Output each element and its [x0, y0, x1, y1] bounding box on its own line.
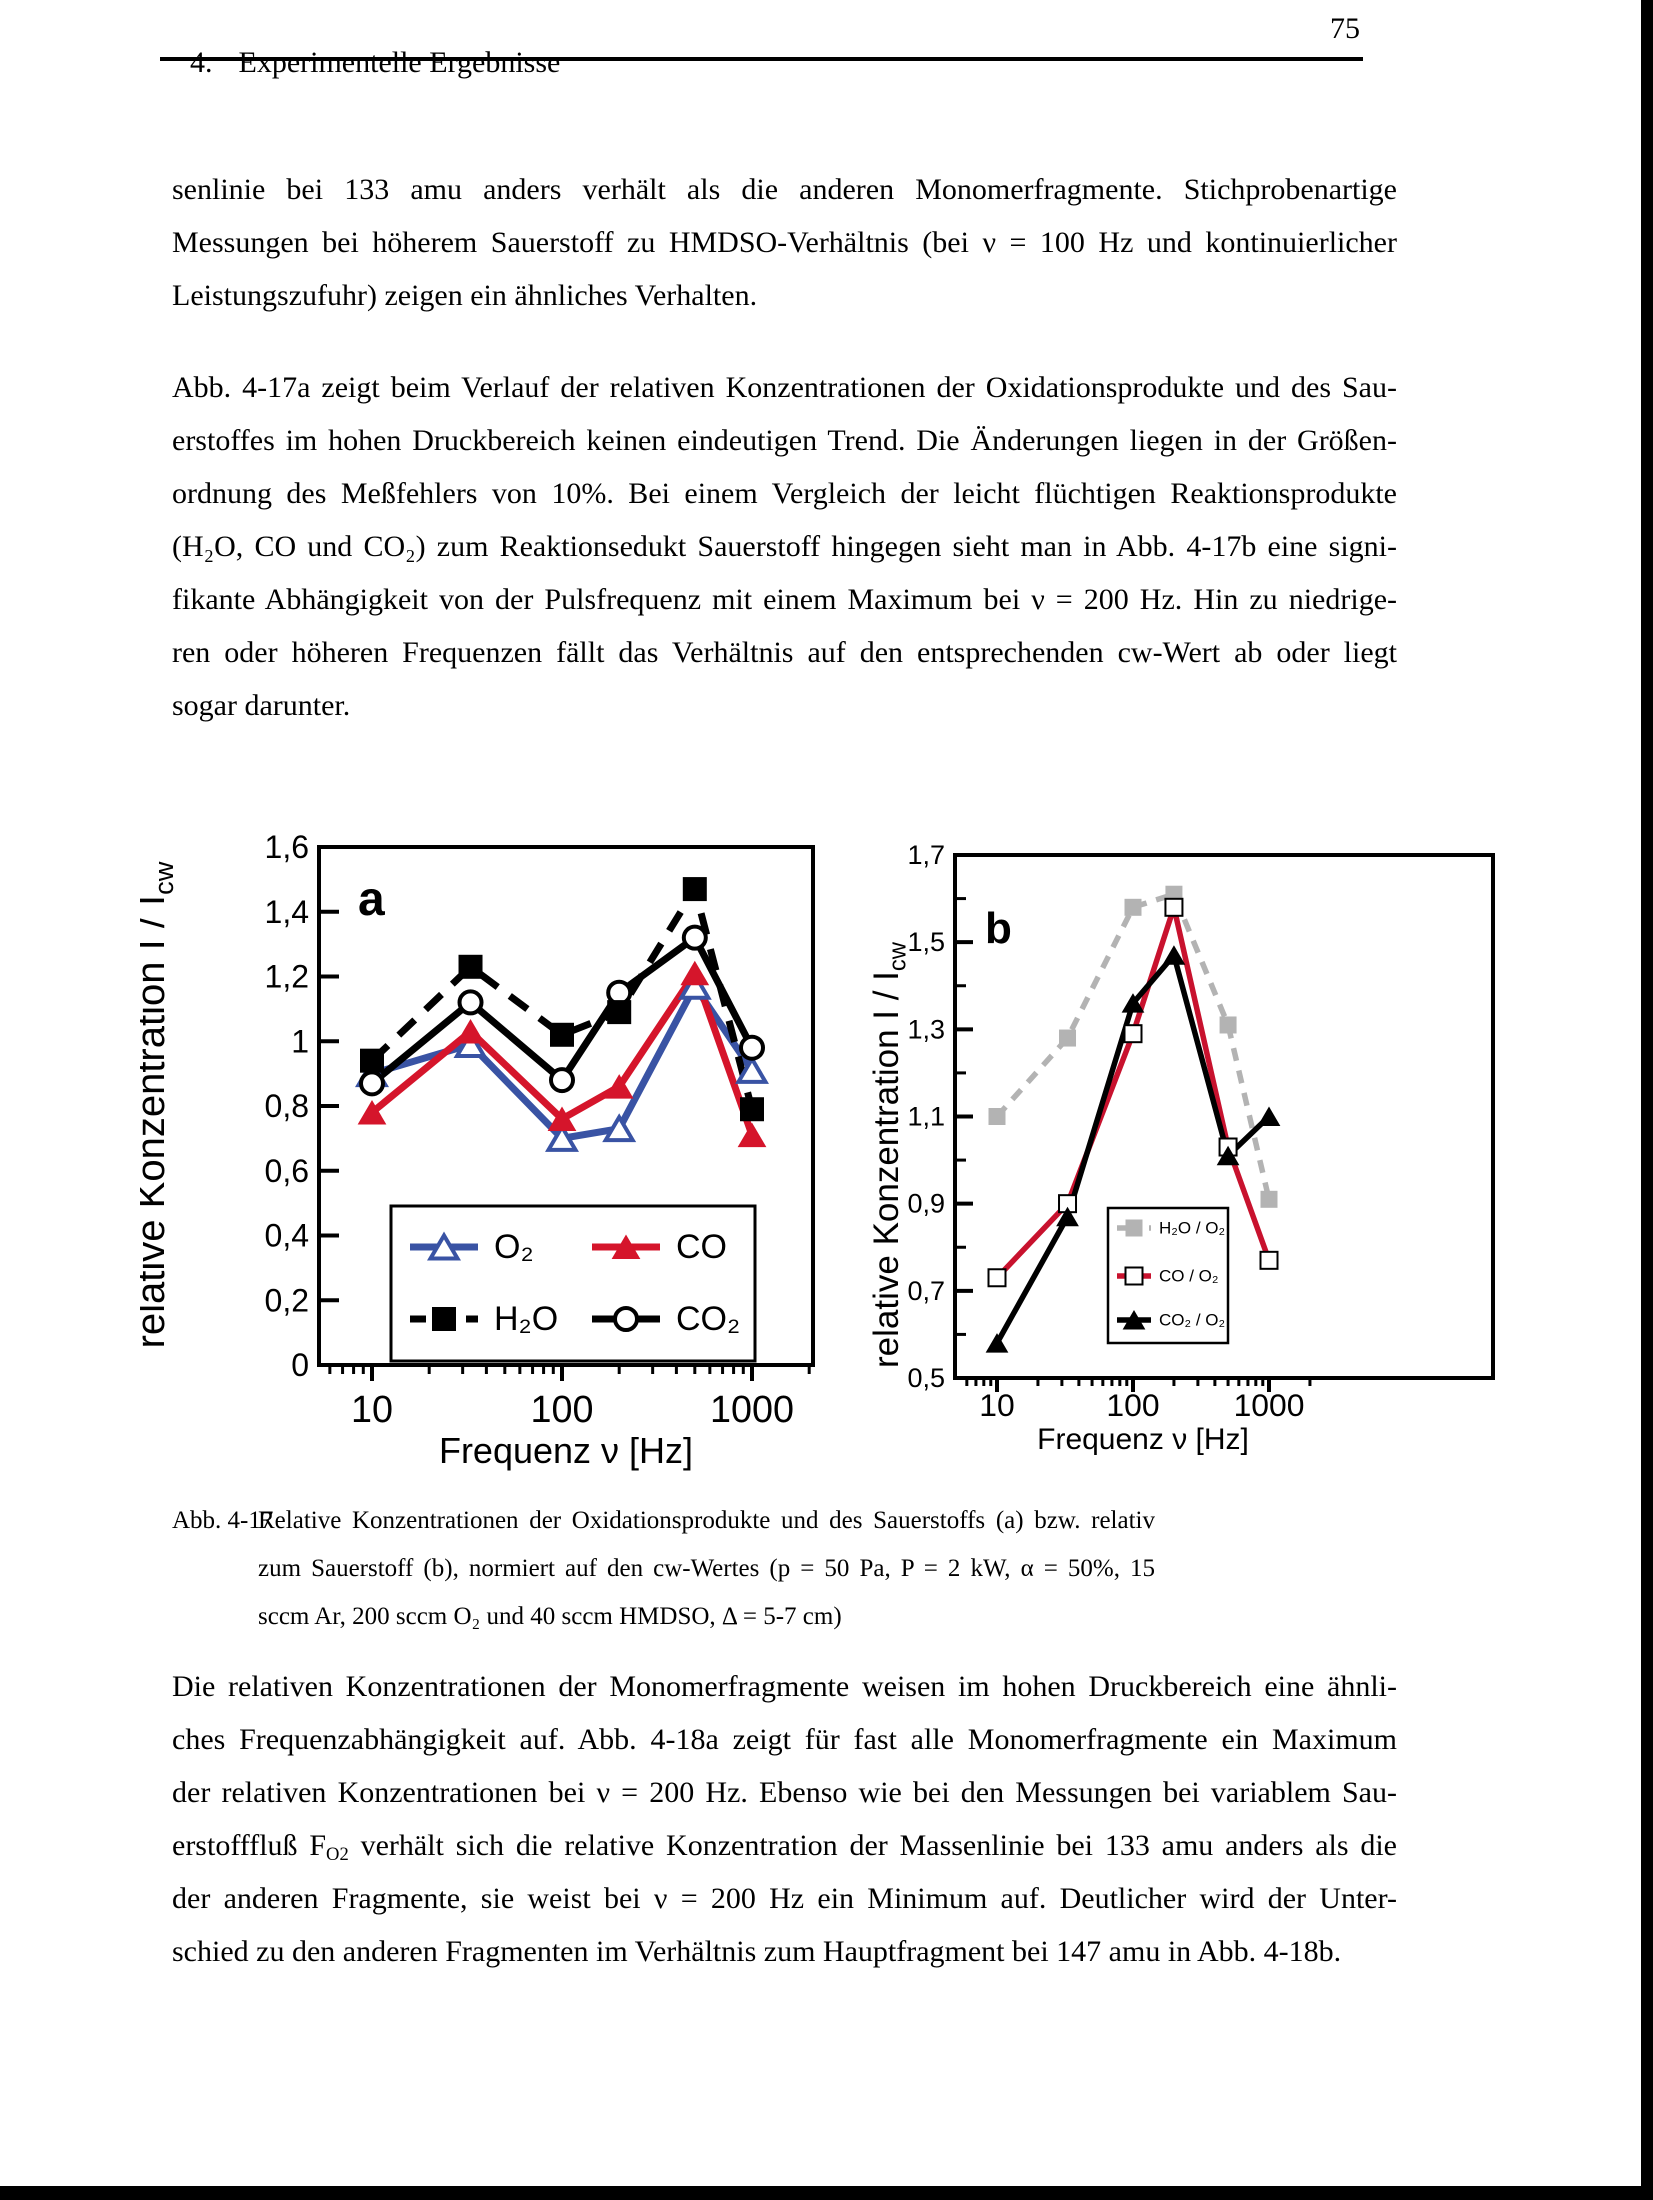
series-markers-CO₂ / O₂: [985, 945, 1281, 1353]
text-line: der relativen Konzentrationen bei ν = 20…: [172, 1776, 1397, 1809]
svg-text:CO₂: CO₂: [676, 1300, 740, 1338]
paragraph-1: senlinie bei 133 amu anders verhält als …: [172, 163, 1397, 322]
series-line-CO / O₂: [995, 896, 1272, 1280]
series-line-H₂O / O₂: [994, 890, 1272, 1200]
text-line: Messungen bei höherem Sauerstoff zu HMDS…: [172, 226, 1397, 259]
panel-label-a: a: [358, 873, 385, 926]
scan-edge-right: [1641, 0, 1653, 2200]
scan-edge-bottom: [0, 2186, 1653, 2200]
text-line: Die relativen Konzentrationen der Monome…: [172, 1670, 1397, 1703]
chapter-number: 4.: [190, 46, 213, 79]
svg-text:O₂: O₂: [494, 1228, 534, 1266]
y-axis-title: relative Konzentration I / Icw​: [140, 861, 179, 1348]
caption-label: Abb. 4-17: [172, 1507, 274, 1534]
series-markers-CO / O₂: [987, 897, 1279, 1288]
svg-text:1: 1: [291, 1023, 309, 1059]
text-line: Abb. 4-17a zeigt beim Verlauf der relati…: [172, 371, 1397, 404]
paragraph-2: Abb. 4-17a zeigt beim Verlauf der relati…: [172, 361, 1397, 732]
text-line: sogar darunter.: [172, 689, 351, 722]
svg-text:0: 0: [291, 1347, 309, 1383]
text-line: erstofffluß FO2 verhält sich die relativ…: [172, 1829, 1397, 1866]
text-line: (H₂O, CO und CO₂) zum Reaktionsedukt Sau…: [172, 530, 1397, 563]
legend-a: O₂ CO H₂O CO₂: [389, 1204, 757, 1363]
page-header: 4. Experimentelle Ergebnisse: [160, 12, 1363, 79]
text-line: fikante Abhängigkeit von der Pulsfrequen…: [172, 583, 1397, 616]
text-line: sccm Ar, 200 sccm O₂ und 40 sccm HMDSO, …: [258, 1603, 842, 1630]
text-line: zum Sauerstoff (b), normiert auf den cw-…: [258, 1555, 1155, 1582]
svg-text:1000: 1000: [1234, 1387, 1305, 1423]
svg-text:0,7: 0,7: [907, 1276, 945, 1306]
x-axis-title: Frequenz ν [Hz]: [1037, 1423, 1249, 1456]
svg-text:1,2: 1,2: [265, 959, 309, 995]
svg-text:1,5: 1,5: [907, 927, 945, 957]
text-line: schied zu den anderen Fragmenten im Verh…: [172, 1935, 1342, 1968]
axes-a: 0 0,2 0,4 0,6 0,8 1 1,2 1,4 1,6 10 100 1000: [265, 829, 815, 1430]
series-line-H₂O: [369, 880, 756, 1111]
series-markers-H₂O: [360, 877, 764, 1122]
svg-text:0,8: 0,8: [265, 1088, 309, 1124]
y-axis-title: relative Konzentration I / Icw​: [867, 941, 912, 1368]
svg-text:10: 10: [979, 1387, 1014, 1423]
svg-text:1,6: 1,6: [265, 829, 309, 865]
page-number: 75: [1330, 12, 1360, 45]
svg-text:0,2: 0,2: [265, 1282, 309, 1318]
caption-text: Relative Konzentrationen der Oxidationsp…: [258, 1497, 1155, 1641]
text-line: senlinie bei 133 amu anders verhält als …: [172, 173, 1397, 206]
text-line: Leistungszufuhr) zeigen ein ähnliches Ve…: [172, 279, 758, 312]
paragraph-3: Die relativen Konzentrationen der Monome…: [172, 1660, 1397, 1978]
svg-text:100: 100: [531, 1388, 594, 1430]
svg-text:H₂O / O₂: H₂O / O₂: [1159, 1219, 1225, 1238]
axes-b: 0,5 0,7 0,9 1,1 1,3 1,5 1,7 10 100 1000: [907, 840, 1495, 1423]
text-line: ren oder höheren Frequenzen fällt das Ve…: [172, 636, 1397, 669]
series-markers-CO: [357, 960, 767, 1148]
svg-text:100: 100: [1106, 1387, 1159, 1423]
svg-text:0,5: 0,5: [907, 1363, 945, 1393]
text-line: Relative Konzentrationen der Oxidationsp…: [258, 1507, 1155, 1534]
text-line: ordnung des Meßfehlers von 10%. Bei eine…: [172, 477, 1397, 510]
svg-text:CO: CO: [676, 1228, 727, 1266]
panel-label-b: b: [985, 904, 1012, 953]
text-line: der anderen Fragmente, sie weist bei ν =…: [172, 1882, 1397, 1915]
chart-a: 0 0,2 0,4 0,6 0,8 1 1,2 1,4 1,6 10 100 1000 a Frequen…: [140, 829, 815, 1471]
chart-b: 0,5 0,7 0,9 1,1 1,3 1,5 1,7 10 100 1000 b Frequenz …: [867, 840, 1495, 1456]
svg-text:10: 10: [351, 1388, 393, 1430]
svg-text:0,6: 0,6: [265, 1153, 309, 1189]
text-line: ches Frequenzabhängigkeit auf. Abb. 4-18…: [172, 1723, 1397, 1756]
series-markers-CO₂: [359, 924, 765, 1097]
legend-b: H₂O / O₂ CO / O₂ CO₂ / O₂: [1106, 1206, 1230, 1345]
svg-text:1,3: 1,3: [907, 1014, 945, 1044]
svg-text:0,9: 0,9: [907, 1189, 945, 1219]
series-line-CO₂: [369, 932, 756, 1087]
svg-text:CO / O₂: CO / O₂: [1159, 1267, 1219, 1286]
svg-text:1,1: 1,1: [907, 1102, 945, 1132]
svg-text:0,4: 0,4: [265, 1218, 309, 1254]
svg-text:CO₂ / O₂: CO₂ / O₂: [1159, 1311, 1225, 1330]
series-line-CO: [369, 965, 756, 1137]
text-line: erstoffes im hohen Druckbereich keinen e…: [172, 424, 1397, 457]
svg-text:1000: 1000: [710, 1388, 794, 1430]
chapter-title: Experimentelle Ergebnisse: [238, 46, 561, 79]
header-rule: [160, 57, 1363, 61]
svg-text:1,7: 1,7: [907, 840, 945, 870]
svg-text:H₂O: H₂O: [494, 1300, 558, 1338]
x-axis-title: Frequenz ν [Hz]: [439, 1430, 693, 1471]
svg-text:1,4: 1,4: [265, 894, 309, 930]
